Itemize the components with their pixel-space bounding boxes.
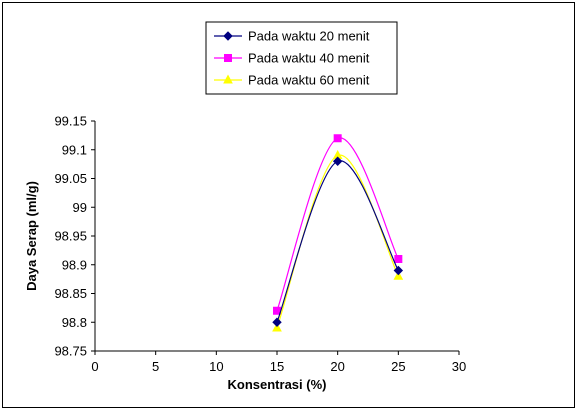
series-line xyxy=(276,160,399,323)
x-tick-label: 0 xyxy=(91,359,98,374)
x-tick-label: 30 xyxy=(452,359,466,374)
y-tick-label: 98.9 xyxy=(62,257,87,272)
data-point-diamond xyxy=(272,317,282,327)
legend-item: Pada waktu 40 menit xyxy=(214,51,370,66)
y-tick-label: 99 xyxy=(73,200,87,215)
legend-marker xyxy=(223,31,233,41)
legend-marker xyxy=(224,54,232,62)
x-axis-title: Konsentrasi (%) xyxy=(228,377,327,392)
y-tick-label: 98.8 xyxy=(62,315,87,330)
legend-label: Pada waktu 20 menit xyxy=(248,29,370,44)
x-tick-label: 20 xyxy=(330,359,344,374)
legend-item: Pada waktu 60 menit xyxy=(214,73,370,88)
x-tick-label: 10 xyxy=(209,359,223,374)
legend-marker xyxy=(223,74,233,84)
data-point-diamond xyxy=(332,156,343,166)
y-tick-label: 99.05 xyxy=(54,171,87,186)
legend: Pada waktu 20 menit Pada waktu 40 menit Pa… xyxy=(205,21,398,95)
y-tick-label: 99.1 xyxy=(62,142,87,157)
data-point-diamond xyxy=(393,265,404,276)
axes: 98.75 98.8 98.85 98.9 98.95 99 99.05 99.1 99.15 0… xyxy=(54,114,466,375)
data-point-square xyxy=(333,134,342,143)
legend-label: Pada waktu 40 menit xyxy=(248,51,370,66)
data-point-triangle xyxy=(393,270,404,280)
data-point-triangle xyxy=(272,322,282,332)
x-tick-label: 25 xyxy=(391,359,405,374)
y-tick-label: 98.95 xyxy=(54,229,87,244)
y-tick-label: 98.85 xyxy=(54,286,87,301)
series-2 xyxy=(273,134,403,315)
x-tick-label: 15 xyxy=(270,359,284,374)
series-3 xyxy=(272,149,404,332)
data-point-square xyxy=(394,255,403,263)
legend-label: Pada waktu 60 menit xyxy=(248,73,370,88)
x-tick-label: 5 xyxy=(152,359,159,374)
y-tick-label: 98.75 xyxy=(54,344,87,359)
series-1 xyxy=(272,156,404,327)
y-tick-label: 99.15 xyxy=(54,114,87,129)
legend-item: Pada waktu 20 menit xyxy=(214,29,370,44)
y-axis-title: Daya Serap (ml/g) xyxy=(24,181,39,291)
series-line xyxy=(276,154,399,329)
plot-series xyxy=(272,134,404,332)
